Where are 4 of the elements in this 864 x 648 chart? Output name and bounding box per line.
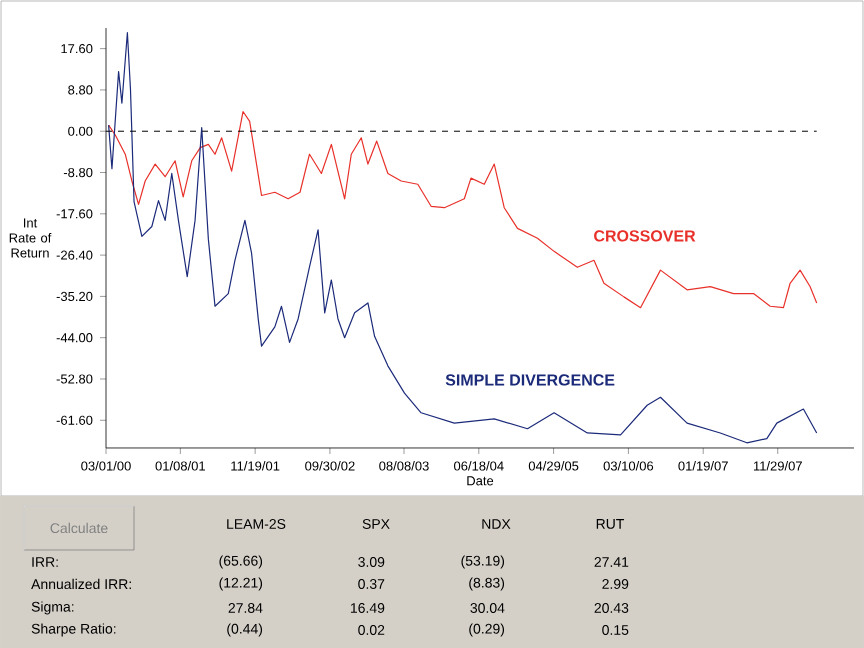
line-series (108, 32, 818, 444)
text: SIMPLE DIVERGENCE (445, 374, 615, 386)
series-label: CROSSOVER (594, 230, 696, 242)
line-series (108, 110, 818, 309)
